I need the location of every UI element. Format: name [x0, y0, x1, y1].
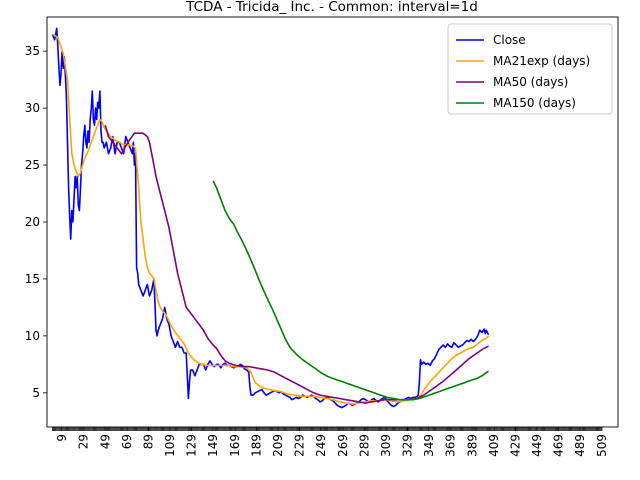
x-tick-label: 429: [508, 434, 522, 457]
x-tick-label: 449: [530, 434, 544, 457]
x-tick-label: 249: [314, 434, 328, 457]
x-tick-label: 109: [163, 434, 177, 457]
x-tick-label: 129: [185, 434, 199, 457]
x-tick-label: 509: [595, 434, 609, 457]
x-tick-label: 29: [77, 434, 91, 449]
y-tick-label: 25: [25, 158, 40, 172]
x-tick-label: 49: [98, 434, 112, 449]
y-tick-label: 5: [32, 386, 40, 400]
x-tick-label: 149: [206, 434, 220, 457]
x-tick-label: 469: [552, 434, 566, 457]
x-tick-label: 209: [271, 434, 285, 457]
x-tick-label: 169: [228, 434, 242, 457]
chart-title: TCDA - Tricida_ Inc. - Common: interval=…: [185, 0, 478, 15]
x-tick-label: 69: [120, 434, 134, 449]
x-tick-label: 369: [444, 434, 458, 457]
x-tick-label: 309: [379, 434, 393, 457]
x-tick-label: 489: [573, 434, 587, 457]
legend-label: MA50 (days): [493, 75, 568, 89]
y-tick-label: 20: [25, 215, 40, 229]
legend-label: MA150 (days): [493, 96, 576, 110]
x-tick-label: 289: [357, 434, 371, 457]
x-tick-label: 389: [465, 434, 479, 457]
legend-label: Close: [493, 33, 526, 47]
series-layer: [51, 27, 490, 409]
y-tick-label: 10: [25, 329, 40, 343]
series-line-3: [212, 180, 489, 401]
x-tick-label: 89: [141, 434, 155, 449]
x-axis: 9 29 49 69 89 109 129 149 169 189 209 229 249 269 289 3…: [51, 427, 609, 457]
legend-label: MA21exp (days): [493, 54, 590, 68]
x-tick-label: 349: [422, 434, 436, 457]
y-tick-label: 15: [25, 272, 40, 286]
x-tick-label: 189: [249, 434, 263, 457]
y-tick-label: 30: [25, 101, 40, 115]
x-tick-label: 269: [336, 434, 350, 457]
x-tick-label: 409: [487, 434, 501, 457]
x-tick-label: 9: [55, 434, 69, 442]
y-tick-label: 35: [25, 44, 40, 58]
x-tick-label: 229: [293, 434, 307, 457]
legend: Close MA21exp (days) MA50 (days) MA150 (day…: [447, 23, 613, 115]
legend-frame: [447, 23, 613, 115]
y-axis: 5 10 15 20 25 30 35: [25, 44, 47, 400]
x-tick-label: 329: [401, 434, 415, 457]
